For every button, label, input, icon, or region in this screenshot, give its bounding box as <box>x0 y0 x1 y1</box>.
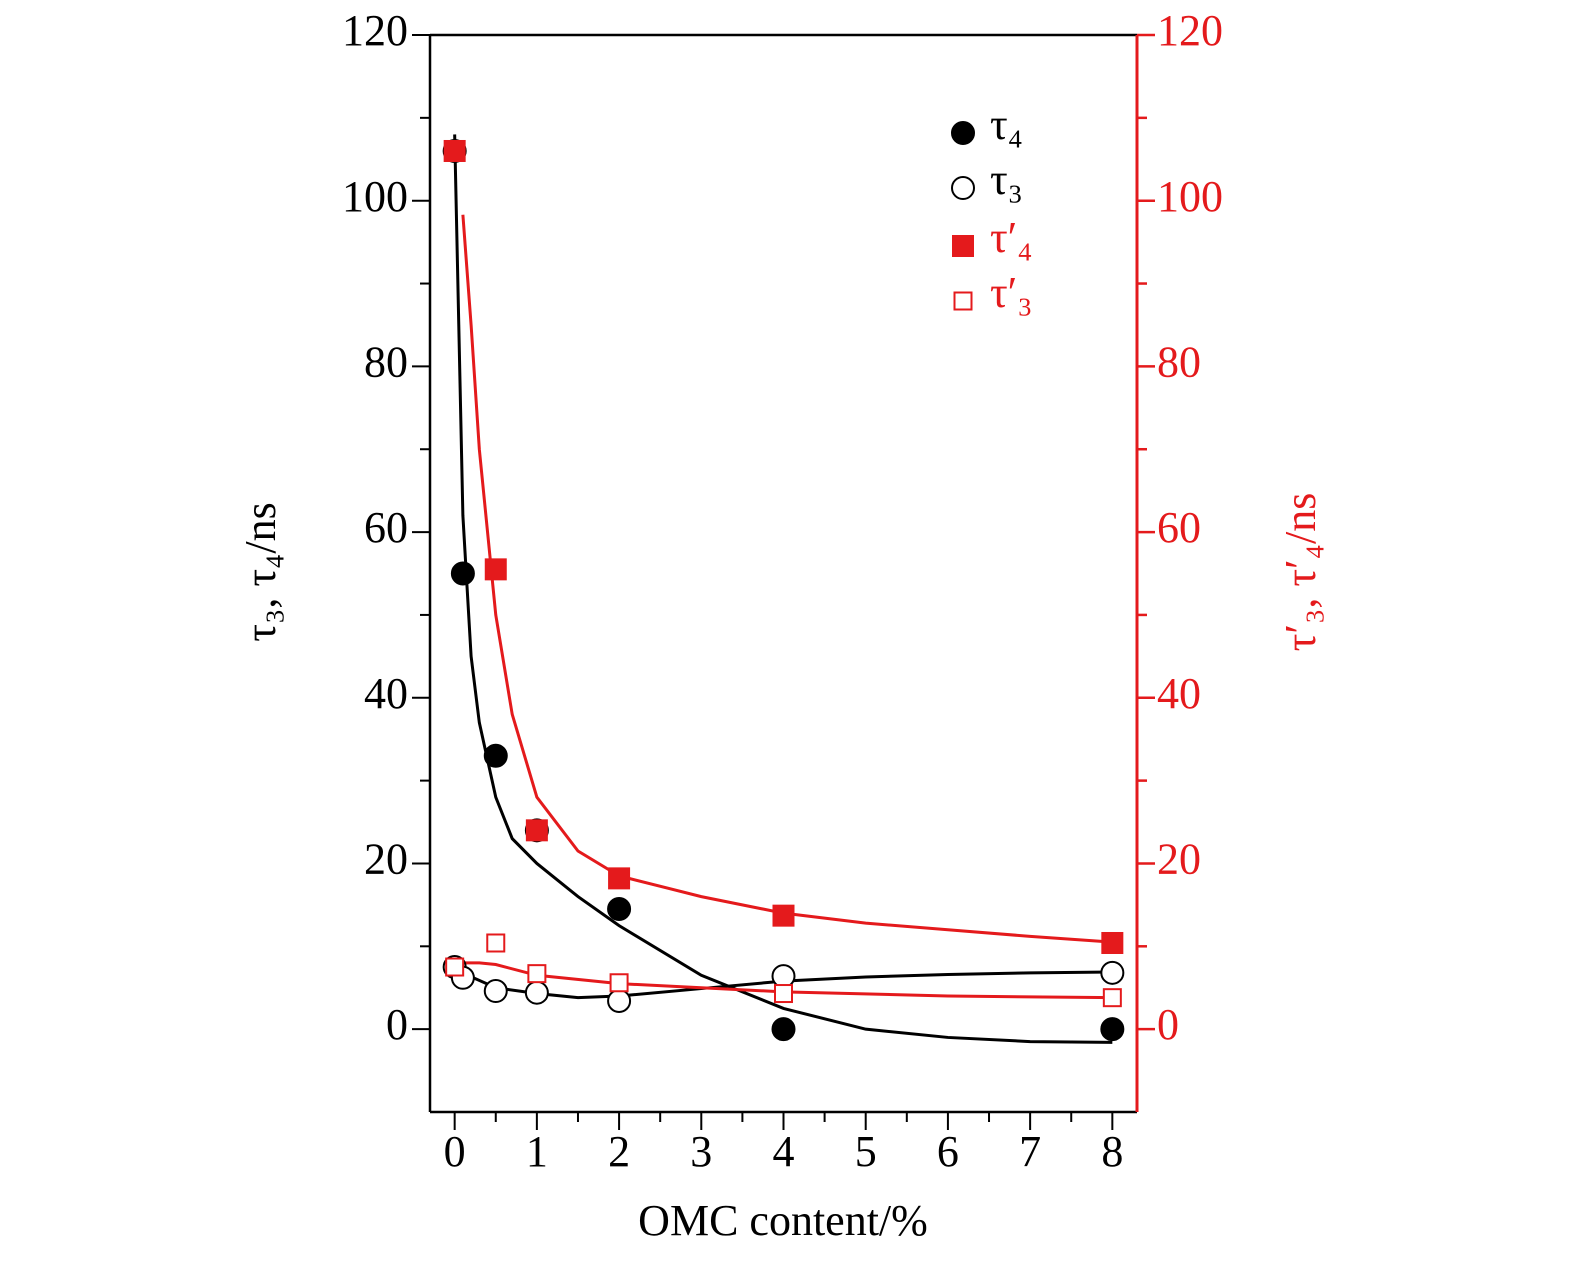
marker <box>450 561 475 586</box>
marker <box>1101 931 1124 954</box>
legend-label: τ′₄ <box>990 213 1033 262</box>
marker <box>525 819 548 842</box>
y2-tick-label: 20 <box>1157 835 1201 884</box>
x-tick-label: 2 <box>608 1127 630 1176</box>
fit-curve <box>461 214 1113 944</box>
marker <box>607 988 632 1013</box>
x-tick-label: 6 <box>937 1127 959 1176</box>
marker <box>607 897 632 922</box>
marker <box>524 980 549 1005</box>
marker <box>527 964 547 984</box>
marker <box>445 957 465 977</box>
x-tick-label: 3 <box>690 1127 712 1176</box>
y2-tick-label: 0 <box>1157 1000 1179 1049</box>
legend-label: τ₃ <box>990 155 1023 204</box>
y2-tick-label: 80 <box>1157 337 1201 386</box>
legend-marker <box>953 291 973 311</box>
marker <box>609 973 629 993</box>
marker <box>1100 1017 1125 1042</box>
x-tick-label: 7 <box>1019 1127 1041 1176</box>
marker <box>1100 960 1125 985</box>
y-tick-label: 40 <box>364 669 408 718</box>
y-tick-label: 120 <box>342 6 408 55</box>
y2-tick-label: 60 <box>1157 503 1201 552</box>
marker <box>443 139 466 162</box>
x-tick-label: 8 <box>1101 1127 1123 1176</box>
marker <box>483 743 508 768</box>
legend-label: τ′₃ <box>990 268 1033 317</box>
marker <box>1102 988 1122 1008</box>
y-axis-label: τ₃, τ₄/ns <box>236 502 285 641</box>
marker <box>771 964 796 989</box>
x-tick-label: 5 <box>855 1127 877 1176</box>
y-tick-label: 60 <box>364 503 408 552</box>
marker <box>771 1017 796 1042</box>
marker <box>486 933 506 953</box>
y2-axis-label: τ′₃, τ′₄/ns <box>1276 493 1325 652</box>
x-tick-label: 4 <box>773 1127 795 1176</box>
legend-marker <box>952 235 974 257</box>
fit-curve <box>453 134 1113 1044</box>
y-tick-label: 20 <box>364 835 408 884</box>
marker <box>774 984 793 1004</box>
y2-tick-label: 40 <box>1157 669 1201 718</box>
marker <box>608 867 631 890</box>
y-tick-label: 100 <box>342 172 408 221</box>
x-tick-label: 0 <box>444 1127 466 1176</box>
legend-marker <box>951 176 975 200</box>
x-tick-label: 1 <box>526 1127 548 1176</box>
marker <box>772 904 795 927</box>
marker <box>483 979 508 1004</box>
legend-label: τ₄ <box>990 100 1023 149</box>
x-axis-label: OMC content/% <box>638 1196 928 1245</box>
marker <box>484 558 507 581</box>
y-tick-label: 0 <box>386 1000 408 1049</box>
legend-marker <box>951 121 975 145</box>
y2-tick-label: 120 <box>1157 6 1223 55</box>
y-tick-label: 80 <box>364 337 408 386</box>
y2-tick-label: 100 <box>1157 172 1223 221</box>
